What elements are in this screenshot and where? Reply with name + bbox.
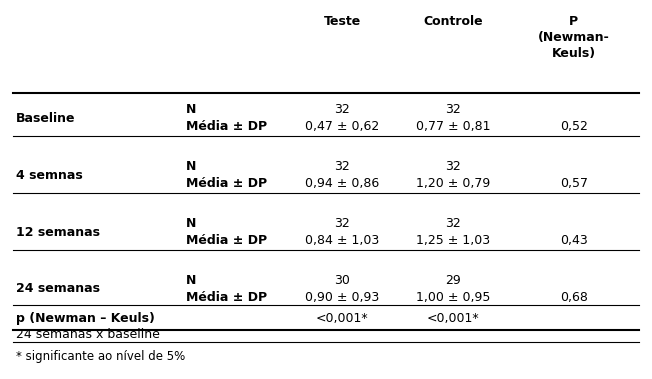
- Text: Média ± DP: Média ± DP: [186, 121, 267, 133]
- Text: Média ± DP: Média ± DP: [186, 234, 267, 247]
- Text: <0,001*: <0,001*: [427, 312, 479, 325]
- Text: P
(Newman-
Keuls): P (Newman- Keuls): [538, 15, 610, 60]
- Text: 0,52: 0,52: [560, 121, 587, 133]
- Text: 1,20 ± 0,79: 1,20 ± 0,79: [416, 177, 490, 190]
- Text: 0,68: 0,68: [560, 291, 587, 304]
- Text: 0,90 ± 0,93: 0,90 ± 0,93: [305, 291, 379, 304]
- Text: N: N: [186, 160, 196, 173]
- Text: 0,84 ± 1,03: 0,84 ± 1,03: [305, 234, 379, 247]
- Text: 32: 32: [445, 217, 461, 230]
- Text: Teste: Teste: [323, 15, 361, 28]
- Text: 32: 32: [334, 217, 350, 230]
- Text: 0,94 ± 0,86: 0,94 ± 0,86: [305, 177, 379, 190]
- Text: Média ± DP: Média ± DP: [186, 291, 267, 304]
- Text: 24 semanas: 24 semanas: [16, 282, 100, 296]
- Text: 32: 32: [334, 103, 350, 116]
- Text: * significante ao nível de 5%: * significante ao nível de 5%: [16, 350, 186, 363]
- Text: Baseline: Baseline: [16, 112, 76, 125]
- Text: 1,25 ± 1,03: 1,25 ± 1,03: [416, 234, 490, 247]
- Text: 1,00 ± 0,95: 1,00 ± 0,95: [416, 291, 490, 304]
- Text: 29: 29: [445, 274, 461, 287]
- Text: 0,77 ± 0,81: 0,77 ± 0,81: [416, 121, 490, 133]
- Text: 32: 32: [445, 160, 461, 173]
- Text: N: N: [186, 274, 196, 287]
- Text: 32: 32: [334, 160, 350, 173]
- Text: 4 semnas: 4 semnas: [16, 169, 83, 182]
- Text: N: N: [186, 217, 196, 230]
- Text: 32: 32: [445, 103, 461, 116]
- Text: 24 semanas x baseline: 24 semanas x baseline: [16, 328, 160, 341]
- Text: 12 semanas: 12 semanas: [16, 226, 100, 239]
- Text: 0,43: 0,43: [560, 234, 587, 247]
- Text: 0,57: 0,57: [560, 177, 587, 190]
- Text: Controle: Controle: [423, 15, 483, 28]
- Text: 30: 30: [334, 274, 350, 287]
- Text: 0,47 ± 0,62: 0,47 ± 0,62: [305, 121, 379, 133]
- Text: p (Newman – Keuls): p (Newman – Keuls): [16, 312, 155, 325]
- Text: Média ± DP: Média ± DP: [186, 177, 267, 190]
- Text: <0,001*: <0,001*: [316, 312, 368, 325]
- Text: N: N: [186, 103, 196, 116]
